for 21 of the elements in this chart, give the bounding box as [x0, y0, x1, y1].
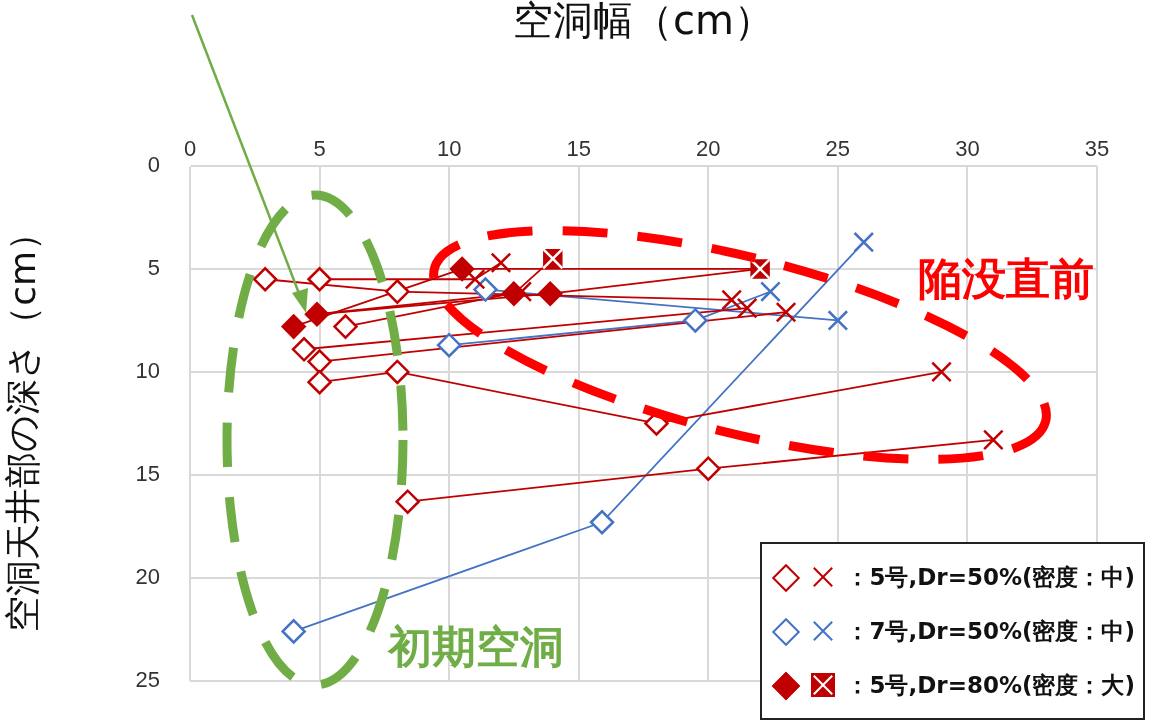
- x-tick-label: 10: [436, 135, 462, 161]
- y-tick-label: 10: [135, 357, 160, 383]
- x-tick-label: 15: [566, 135, 591, 161]
- x-tick-label: 25: [825, 135, 851, 161]
- y-tick-label: 25: [135, 666, 160, 692]
- x-tick-label: 35: [1084, 135, 1110, 161]
- annotation: 陥没直前: [918, 252, 1094, 306]
- x-tick-label: 30: [955, 135, 980, 161]
- x-tick-label: 0: [183, 135, 197, 161]
- legend-label: ：5号,Dr=80%(密度：大): [846, 670, 1135, 700]
- x-axis-title: 空洞幅（cm）: [513, 0, 774, 44]
- y-tick-label: 5: [147, 255, 160, 281]
- y-tick-label: 0: [147, 152, 160, 178]
- y-tick-label: 20: [135, 563, 160, 589]
- annotation: 初期空洞: [388, 620, 564, 674]
- x-tick-label: 20: [696, 135, 721, 161]
- y-axis-title: 空洞天井部の深さ（cm）: [1, 214, 43, 632]
- y-tick-label: 15: [135, 460, 160, 486]
- legend-label: ：5号,Dr=50%(密度：中): [846, 562, 1135, 592]
- x-tick-label: 5: [313, 135, 326, 161]
- legend-label: ：7号,Dr=50%(密度：中): [846, 616, 1135, 646]
